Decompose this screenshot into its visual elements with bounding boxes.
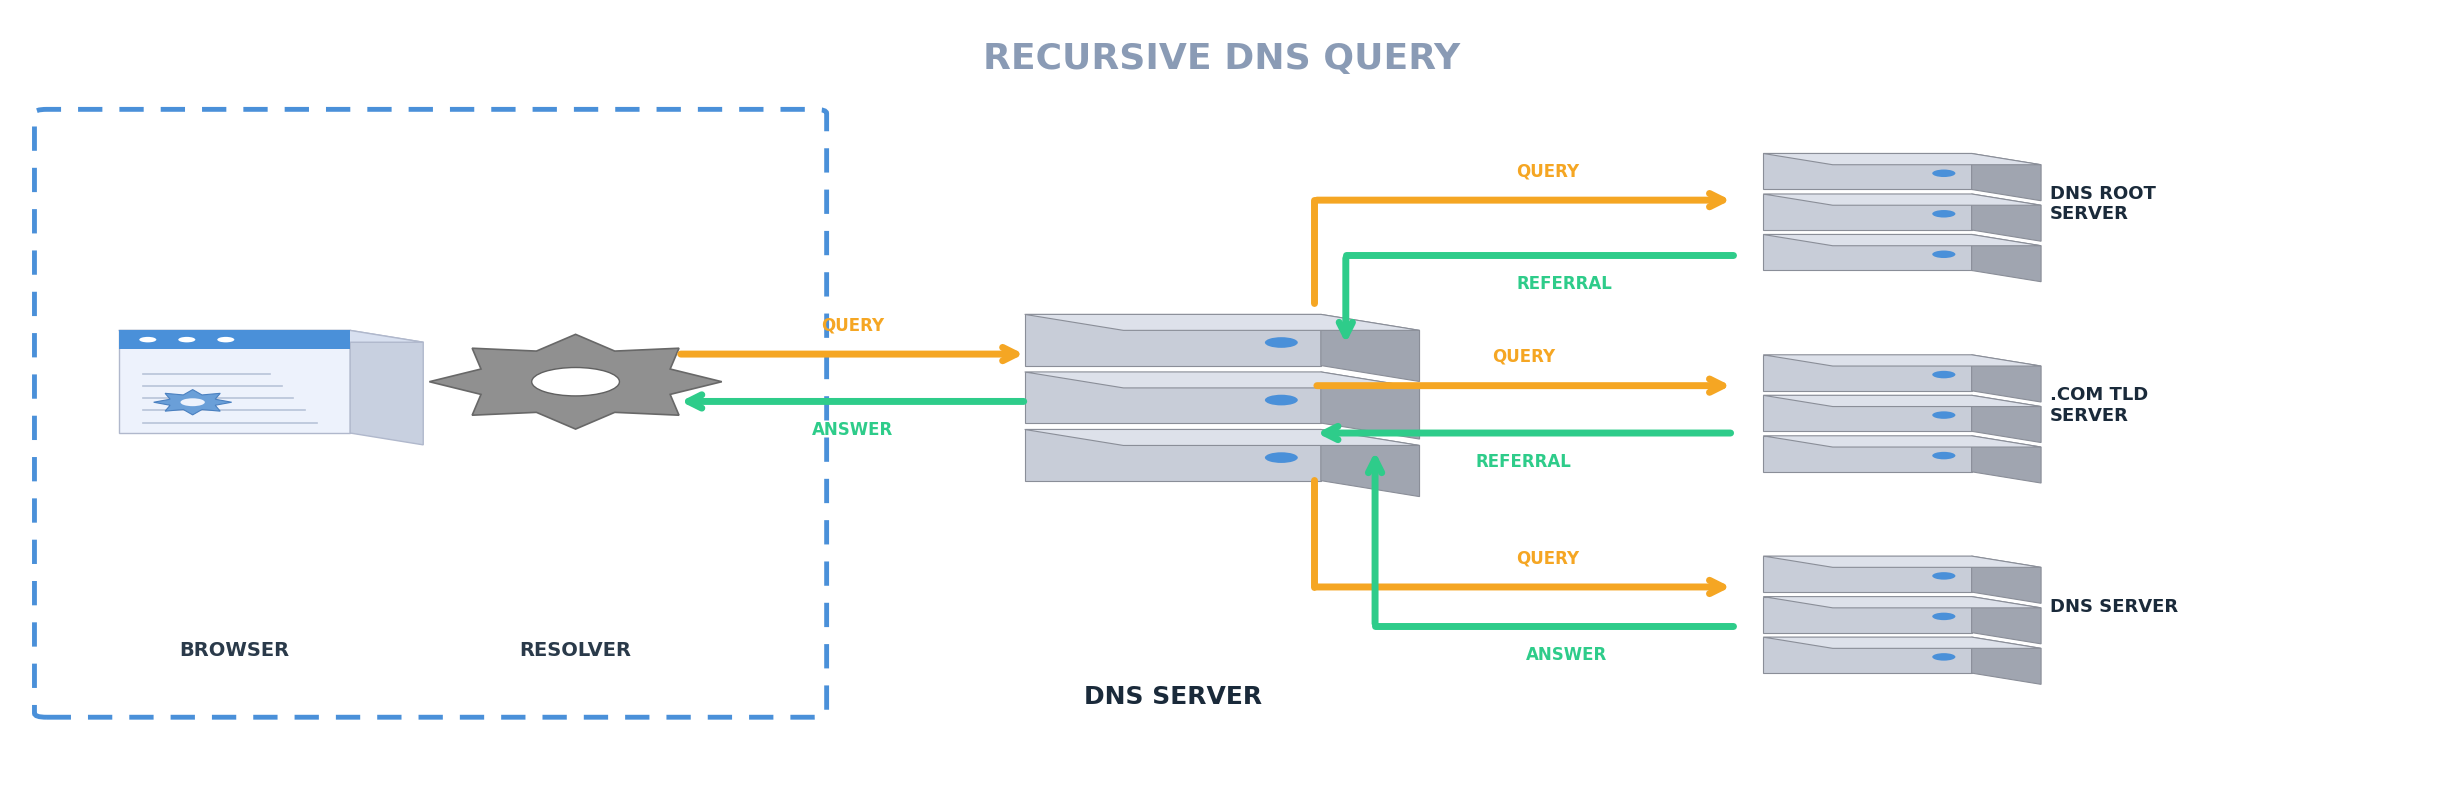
Circle shape [1265, 337, 1297, 348]
Text: DNS SERVER: DNS SERVER [2050, 598, 2179, 615]
Polygon shape [1024, 314, 1419, 331]
Polygon shape [1972, 194, 2040, 241]
Circle shape [139, 337, 156, 343]
Circle shape [1932, 169, 1954, 177]
Circle shape [1932, 572, 1954, 580]
Circle shape [1932, 653, 1954, 661]
Text: DNS ROOT
SERVER: DNS ROOT SERVER [2050, 184, 2157, 223]
Polygon shape [120, 331, 349, 349]
Polygon shape [1972, 355, 2040, 402]
Text: REFERRAL: REFERRAL [1476, 453, 1571, 471]
Polygon shape [1322, 429, 1419, 497]
Circle shape [1265, 452, 1297, 463]
Text: REFERRAL: REFERRAL [1517, 275, 1612, 293]
Circle shape [1932, 370, 1954, 378]
Polygon shape [1972, 395, 2040, 443]
Circle shape [1932, 411, 1954, 419]
Text: DNS SERVER: DNS SERVER [1085, 685, 1263, 709]
Text: RESOLVER: RESOLVER [520, 641, 633, 660]
Polygon shape [1764, 235, 2040, 246]
Polygon shape [1764, 355, 2040, 366]
Polygon shape [1972, 637, 2040, 684]
Polygon shape [1024, 314, 1322, 366]
Text: QUERY: QUERY [1517, 549, 1581, 567]
Polygon shape [1764, 153, 1972, 189]
Polygon shape [1764, 637, 1972, 673]
Polygon shape [154, 390, 232, 415]
Polygon shape [1764, 395, 1972, 432]
Circle shape [217, 337, 235, 343]
Polygon shape [1764, 596, 2040, 608]
Polygon shape [1322, 372, 1419, 439]
Polygon shape [120, 331, 349, 433]
Circle shape [181, 398, 205, 406]
Polygon shape [1972, 235, 2040, 281]
Text: RECURSIVE DNS QUERY: RECURSIVE DNS QUERY [982, 42, 1461, 76]
Polygon shape [1764, 395, 2040, 406]
Polygon shape [1764, 596, 1972, 633]
Polygon shape [1764, 436, 2040, 447]
Polygon shape [1764, 556, 2040, 568]
Polygon shape [1764, 436, 1972, 471]
Polygon shape [1024, 372, 1322, 423]
Circle shape [1265, 395, 1297, 405]
Polygon shape [1764, 235, 1972, 270]
Polygon shape [1972, 556, 2040, 603]
Polygon shape [430, 335, 721, 429]
Polygon shape [1024, 429, 1322, 481]
Text: ANSWER: ANSWER [811, 421, 892, 439]
Polygon shape [1972, 153, 2040, 200]
Text: QUERY: QUERY [821, 316, 884, 335]
Polygon shape [1764, 637, 2040, 649]
Polygon shape [1322, 314, 1419, 382]
Text: .COM TLD
SERVER: .COM TLD SERVER [2050, 386, 2147, 425]
Polygon shape [1764, 355, 1972, 391]
Text: ANSWER: ANSWER [1527, 646, 1607, 664]
Polygon shape [1972, 596, 2040, 644]
Polygon shape [1024, 429, 1419, 445]
Text: QUERY: QUERY [1493, 348, 1556, 366]
Circle shape [178, 337, 195, 343]
Circle shape [1932, 452, 1954, 460]
Text: QUERY: QUERY [1517, 162, 1581, 180]
Polygon shape [1764, 153, 2040, 165]
Circle shape [1932, 250, 1954, 258]
Polygon shape [1764, 556, 1972, 592]
Polygon shape [349, 331, 423, 445]
Circle shape [1932, 210, 1954, 218]
Polygon shape [1024, 372, 1419, 388]
Polygon shape [1764, 194, 1972, 230]
Circle shape [1932, 613, 1954, 620]
Text: BROWSER: BROWSER [178, 641, 288, 660]
Polygon shape [120, 331, 423, 342]
Polygon shape [1764, 194, 2040, 205]
Circle shape [533, 367, 621, 396]
Polygon shape [1972, 436, 2040, 483]
